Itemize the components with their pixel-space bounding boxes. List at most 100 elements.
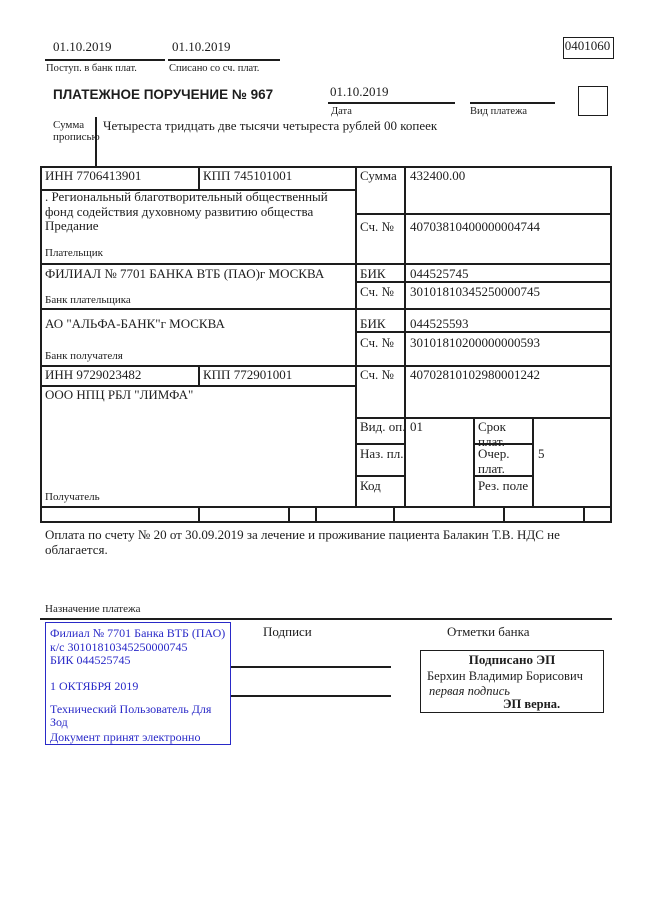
grid-line bbox=[473, 417, 475, 506]
beneficiary-bank-section-label: Банк получателя bbox=[45, 350, 123, 362]
signature-line bbox=[231, 695, 391, 697]
grid-line bbox=[40, 618, 612, 620]
grid-line bbox=[40, 385, 355, 387]
bank-stamp-date: 1 ОКТЯБРЯ 2019 bbox=[50, 679, 139, 693]
grid-line bbox=[95, 117, 97, 166]
esign-stamp-box bbox=[420, 650, 604, 713]
bank-stamp-user: Технический Пользователь Для Зод bbox=[50, 702, 212, 730]
form-code: 0401060 bbox=[564, 38, 611, 53]
reserve-field-label: Рез. поле bbox=[478, 478, 529, 493]
grid-line bbox=[355, 443, 405, 445]
underline bbox=[45, 59, 165, 61]
grid-line bbox=[315, 506, 317, 521]
document-date: 01.10.2019 bbox=[330, 84, 389, 99]
date-label: Дата bbox=[331, 106, 352, 117]
grid-line bbox=[40, 166, 42, 523]
received-in-bank-date: 01.10.2019 bbox=[53, 39, 112, 54]
underline bbox=[168, 59, 280, 61]
grid-line bbox=[393, 506, 395, 521]
payer-account: 40703810400000004744 bbox=[410, 219, 540, 234]
debited-from-account-date: 01.10.2019 bbox=[172, 39, 231, 54]
amount-label: Сумма bbox=[360, 168, 397, 183]
payer-bank-name: ФИЛИАЛ № 7701 БАНКА ВТБ (ПАО)г МОСКВА bbox=[45, 266, 325, 281]
grid-line bbox=[198, 506, 200, 521]
grid-line bbox=[355, 417, 612, 419]
beneficiary-bank-account-label: Сч. № bbox=[360, 335, 394, 350]
bank-stamp-bik: БИК 044525745 bbox=[50, 653, 131, 667]
underline bbox=[328, 102, 455, 104]
payer-name: . Региональный благотворительный обществ… bbox=[45, 189, 328, 234]
grid-line bbox=[610, 166, 612, 523]
payment-type-label: Вид платежа bbox=[470, 106, 528, 117]
payment-purpose-label: Назначение платежа bbox=[45, 603, 141, 615]
grid-line bbox=[40, 263, 612, 265]
amount-in-words-value: Четыреста тридцать две тысячи четыреста … bbox=[103, 118, 438, 133]
beneficiary-bank-bik-label: БИК bbox=[360, 316, 386, 331]
esign-stamp-title: Подписано ЭП bbox=[468, 652, 556, 667]
underline bbox=[470, 102, 555, 104]
payer-bank-bik: 044525745 bbox=[410, 266, 469, 281]
received-in-bank-label: Поступ. в банк плат. bbox=[46, 63, 137, 74]
bank-stamp-corr-account: к/с 30101810345250000745 bbox=[50, 640, 188, 654]
amount-in-words-label: Сумма прописью bbox=[53, 119, 100, 144]
debited-from-account-label: Списано со сч. плат. bbox=[169, 63, 260, 74]
payment-purpose-code-label: Наз. пл. bbox=[360, 446, 404, 461]
grid-line bbox=[355, 281, 612, 283]
payer-bank-account-label: Сч. № bbox=[360, 284, 394, 299]
grid-line bbox=[355, 475, 405, 477]
grid-line bbox=[473, 475, 533, 477]
beneficiary-bank-bik: 044525593 bbox=[410, 316, 469, 331]
bank-stamp-branch: Филиал № 7701 Банка ВТБ (ПАО) bbox=[50, 626, 226, 640]
payer-bank-section-label: Банк плательщика bbox=[45, 294, 131, 306]
beneficiary-section-label: Получатель bbox=[45, 491, 100, 503]
grid-line bbox=[355, 213, 612, 215]
payment-kind-box bbox=[578, 86, 608, 116]
beneficiary-inn: ИНН 9729023482 bbox=[45, 367, 142, 382]
grid-line bbox=[40, 365, 612, 367]
bank-stamp-box bbox=[45, 622, 231, 745]
form-code-box: 0401060 bbox=[563, 37, 614, 59]
grid-line bbox=[355, 166, 357, 506]
payer-account-label: Сч. № bbox=[360, 219, 394, 234]
grid-line bbox=[503, 506, 505, 521]
operation-type-value: 01 bbox=[410, 419, 423, 434]
payer-kpp: КПП 745101001 bbox=[203, 168, 293, 183]
grid-line bbox=[473, 443, 533, 445]
payment-purpose-text: Оплата по счету № 20 от 30.09.2019 за ле… bbox=[45, 527, 560, 557]
beneficiary-name: ООО НПЦ РБЛ "ЛИМФА" bbox=[45, 387, 194, 402]
payer-section-label: Плательщик bbox=[45, 247, 103, 259]
beneficiary-account: 40702810102980001242 bbox=[410, 367, 540, 382]
grid-line bbox=[40, 521, 612, 523]
operation-type-label: Вид. оп. bbox=[360, 419, 406, 434]
payer-bank-account: 30101810345250000745 bbox=[410, 284, 540, 299]
payment-priority-label: Очер. плат. bbox=[478, 446, 510, 476]
signature-line bbox=[231, 666, 391, 668]
grid-line bbox=[355, 331, 612, 333]
esign-signer-name: Берхин Владимир Борисович bbox=[427, 669, 583, 683]
esign-verified-text: ЭП верна. bbox=[503, 697, 561, 711]
payment-term-label: Срок плат. bbox=[478, 419, 506, 449]
beneficiary-bank-name: АО "АЛЬФА-БАНК"г МОСКВА bbox=[45, 316, 225, 331]
grid-line bbox=[583, 506, 585, 521]
grid-line bbox=[40, 166, 612, 168]
grid-line bbox=[40, 506, 612, 508]
esign-signature-kind: первая подпись bbox=[429, 684, 510, 698]
payer-inn: ИНН 7706413901 bbox=[45, 168, 142, 183]
bank-marks-label: Отметки банка bbox=[447, 624, 530, 639]
grid-line bbox=[40, 308, 612, 310]
document-title: ПЛАТЕЖНОЕ ПОРУЧЕНИЕ № 967 bbox=[53, 87, 274, 102]
grid-line bbox=[198, 365, 200, 385]
grid-line bbox=[198, 166, 200, 189]
grid-line bbox=[40, 189, 355, 191]
beneficiary-kpp: КПП 772901001 bbox=[203, 367, 293, 382]
amount-value: 432400.00 bbox=[410, 168, 466, 183]
code-label: Код bbox=[360, 478, 381, 493]
beneficiary-account-label: Сч. № bbox=[360, 367, 394, 382]
beneficiary-bank-account: 30101810200000000593 bbox=[410, 335, 540, 350]
grid-line bbox=[404, 166, 406, 506]
payment-priority-value: 5 bbox=[538, 446, 545, 461]
grid-line bbox=[532, 417, 534, 506]
grid-line bbox=[288, 506, 290, 521]
payer-bank-bik-label: БИК bbox=[360, 266, 386, 281]
